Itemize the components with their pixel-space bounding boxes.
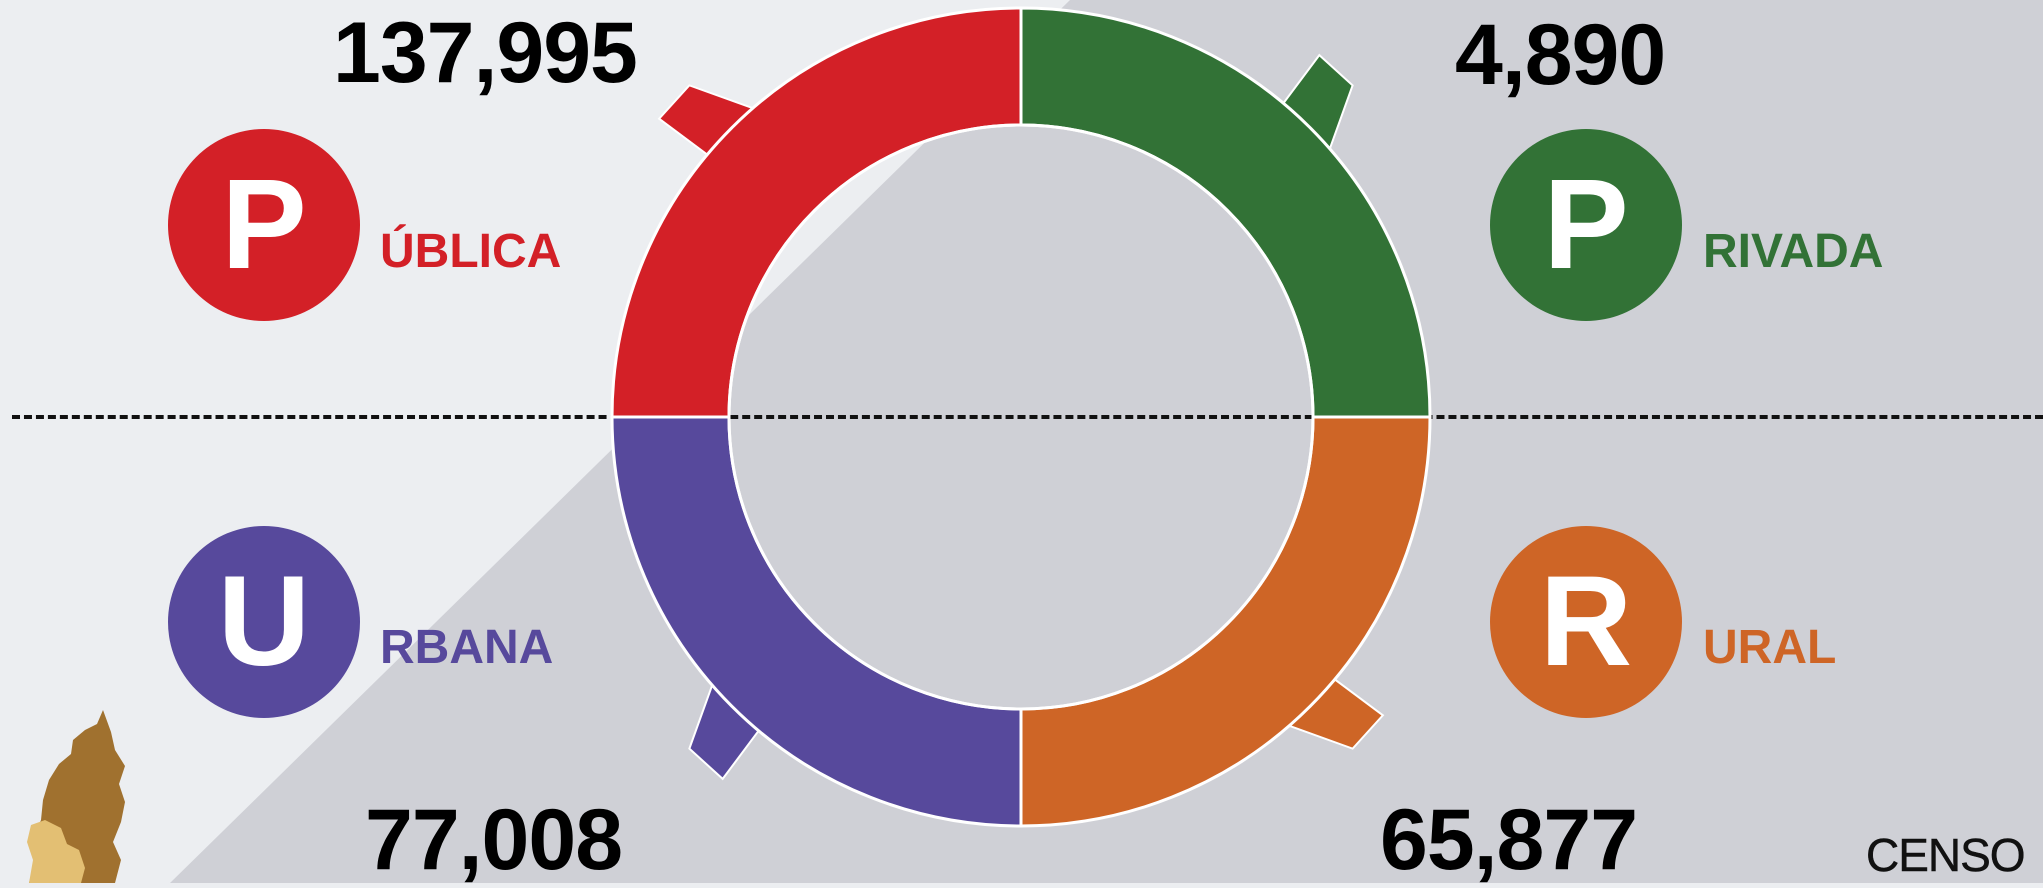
badge-publica: P <box>168 129 360 321</box>
badge-urbana: U <box>168 526 360 718</box>
badge-privada: P <box>1490 129 1682 321</box>
badge-letter: P <box>221 153 307 296</box>
value-urbana: 77,008 <box>365 792 623 888</box>
divider-line <box>12 415 2043 419</box>
badge-letter: R <box>1539 550 1633 693</box>
map-icon <box>27 710 125 883</box>
brand-censo: CENSO <box>1866 829 2026 881</box>
label-rural: URAL <box>1703 621 1837 674</box>
value-rural: 65,877 <box>1380 792 1638 888</box>
value-privada: 4,890 <box>1455 7 1666 103</box>
badge-letter: U <box>217 550 311 693</box>
value-publica: 137,995 <box>333 5 638 101</box>
ring-segment-publica <box>610 6 1023 419</box>
badge-letter: P <box>1543 153 1629 296</box>
label-publica: ÚBLICA <box>380 225 562 278</box>
ring-segment-privada <box>1019 6 1432 419</box>
ring-segment-rural <box>1019 415 1432 828</box>
label-privada: RIVADA <box>1703 225 1884 278</box>
donut-hole <box>727 123 1315 711</box>
ring-segment-urbana <box>610 415 1023 828</box>
label-urbana: RBANA <box>380 621 554 674</box>
badge-rural: R <box>1490 526 1682 718</box>
